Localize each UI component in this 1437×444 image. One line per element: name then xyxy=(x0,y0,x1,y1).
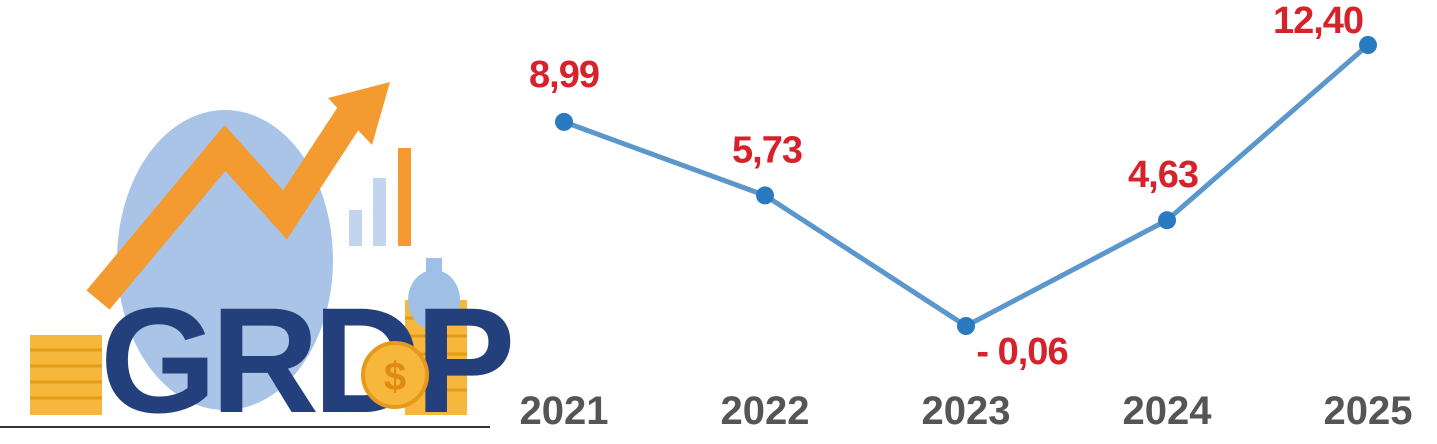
background-ellipse xyxy=(117,110,333,410)
svg-text:$: $ xyxy=(384,355,406,399)
data-point-2022 xyxy=(756,186,774,205)
trend-arrow-icon xyxy=(86,82,390,310)
line-chart: 8,99 5,73 - 0,06 4,63 12,40 2021 2022 2023 2024… xyxy=(520,0,1413,433)
grdp-logo: GRDP $ xyxy=(0,82,516,444)
x-tick-label-2021: 2021 xyxy=(520,389,609,433)
data-point-2021 xyxy=(555,112,573,131)
data-label-2021: 8,99 xyxy=(529,54,599,96)
data-point-2024 xyxy=(1158,211,1176,230)
money-bag-icon xyxy=(408,258,460,330)
x-tick-label-2025: 2025 xyxy=(1324,389,1413,433)
data-label-2023: - 0,06 xyxy=(976,331,1067,373)
data-label-2025: 12,40 xyxy=(1273,0,1363,42)
x-tick-label-2023: 2023 xyxy=(922,389,1011,433)
data-label-2022: 5,73 xyxy=(732,129,802,171)
bar-chart-icon xyxy=(349,148,411,246)
data-point-2025 xyxy=(1359,36,1377,54)
data-point-2023 xyxy=(957,317,975,335)
series-line xyxy=(563,43,1370,329)
x-tick-label-2024: 2024 xyxy=(1123,389,1213,433)
logo-text: GRDP xyxy=(100,276,510,444)
coin-stack-icon xyxy=(30,335,102,415)
dollar-coin-icon: $ xyxy=(361,341,429,409)
x-tick-label-2022: 2022 xyxy=(721,389,810,433)
data-label-2024: 4,63 xyxy=(1128,154,1198,196)
